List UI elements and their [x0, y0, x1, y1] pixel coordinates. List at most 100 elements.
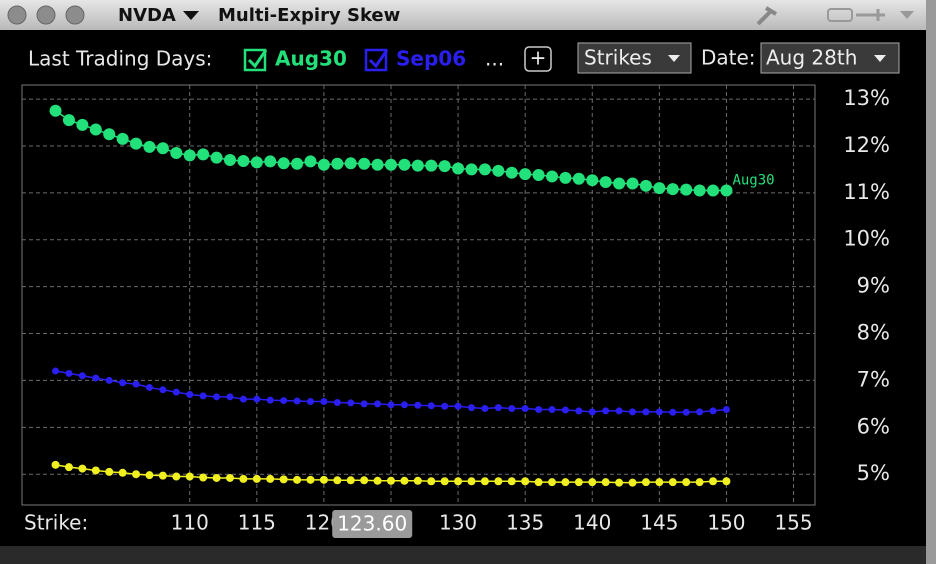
data-point: [92, 374, 100, 382]
data-point: [586, 174, 599, 187]
strikes-dropdown-text[interactable]: Strikes: [584, 46, 652, 70]
data-point: [387, 401, 395, 409]
data-point: [615, 407, 623, 415]
data-point: [132, 380, 140, 388]
y-tick-label: 9%: [857, 274, 890, 298]
data-point: [212, 473, 221, 482]
data-point: [588, 478, 597, 487]
legend-entry[interactable]: Sep06: [396, 47, 466, 71]
x-tick-label: 140: [573, 511, 611, 535]
date-dropdown-text[interactable]: Aug 28th: [766, 46, 857, 70]
data-point: [159, 386, 167, 394]
data-point: [454, 477, 463, 486]
data-point: [116, 132, 129, 145]
data-point: [239, 395, 247, 403]
maximize-button[interactable]: [65, 5, 85, 25]
more-expiries[interactable]: ...: [485, 47, 504, 71]
data-point: [438, 160, 451, 173]
y-tick-label: 7%: [857, 367, 890, 391]
data-point: [534, 478, 543, 487]
data-point: [574, 478, 583, 487]
y-tick-label: 8%: [857, 321, 890, 345]
data-point: [91, 466, 100, 475]
data-point: [239, 474, 248, 483]
data-point: [478, 163, 491, 176]
data-point: [185, 472, 194, 481]
dropdown-arrow: [668, 55, 680, 62]
crosshair-label-box: [332, 510, 413, 538]
data-point: [655, 408, 663, 416]
settings-icon[interactable]: [756, 6, 778, 26]
data-point: [599, 176, 612, 189]
data-point: [49, 104, 62, 117]
data-point: [666, 183, 679, 196]
x-tick-label: 110: [171, 511, 209, 535]
plot-frame: [21, 84, 816, 506]
data-point: [467, 477, 476, 486]
data-point: [197, 148, 210, 161]
symbol[interactable]: NVDA: [118, 5, 176, 26]
data-point: [682, 478, 691, 487]
data-point: [183, 149, 196, 162]
data-point: [223, 154, 236, 167]
data-point: [360, 476, 369, 485]
legend-entry[interactable]: Aug30: [275, 47, 347, 71]
pin-icon[interactable]: [856, 9, 885, 21]
data-point: [264, 155, 277, 168]
data-point: [507, 477, 516, 486]
data-point: [371, 158, 384, 171]
x-tick-label: 115: [238, 511, 276, 535]
data-point: [172, 388, 180, 396]
data-point: [452, 162, 465, 175]
data-point: [521, 405, 529, 413]
add-button-frame[interactable]: [524, 46, 552, 72]
data-point: [78, 372, 86, 380]
checkbox[interactable]: [364, 48, 388, 72]
y-tick-label: 12%: [843, 133, 890, 157]
data-point: [62, 114, 75, 127]
data-point: [156, 142, 169, 155]
data-point: [639, 179, 652, 192]
data-point: [225, 473, 234, 482]
last-trading-days-label: Last Trading Days:: [28, 47, 212, 71]
close-button[interactable]: [7, 5, 27, 25]
data-point: [561, 478, 570, 487]
data-point: [306, 398, 314, 406]
data-point: [132, 470, 141, 479]
add-button[interactable]: +: [530, 46, 547, 70]
data-point: [693, 184, 706, 197]
checkbox[interactable]: [243, 48, 267, 72]
data-point: [210, 151, 223, 164]
window-menu-arrow[interactable]: [900, 11, 914, 19]
data-point: [78, 464, 87, 473]
data-point: [103, 128, 116, 141]
data-point: [400, 401, 408, 409]
data-point: [51, 460, 60, 469]
checkmark: [247, 49, 268, 69]
link-icon[interactable]: [827, 8, 853, 22]
data-point: [411, 159, 424, 172]
x-axis-label: Strike:: [24, 511, 88, 535]
symbol-dropdown-arrow[interactable]: [183, 11, 199, 20]
data-point: [655, 478, 664, 487]
data-point: [277, 157, 290, 170]
data-point: [105, 467, 114, 476]
data-point: [696, 408, 704, 416]
window-edge: [926, 0, 936, 564]
data-point: [720, 184, 733, 197]
date-dropdown[interactable]: [760, 42, 900, 74]
data-point: [253, 395, 261, 403]
data-point: [561, 406, 569, 414]
data-point: [172, 472, 181, 481]
data-point: [494, 477, 503, 486]
minimize-button[interactable]: [36, 5, 56, 25]
data-point: [427, 402, 435, 410]
data-point: [641, 478, 650, 487]
series-end-label: Aug30: [732, 173, 774, 189]
y-tick-label: 13%: [843, 86, 890, 110]
data-point: [304, 155, 317, 168]
data-point: [626, 177, 639, 190]
data-point: [572, 172, 585, 185]
